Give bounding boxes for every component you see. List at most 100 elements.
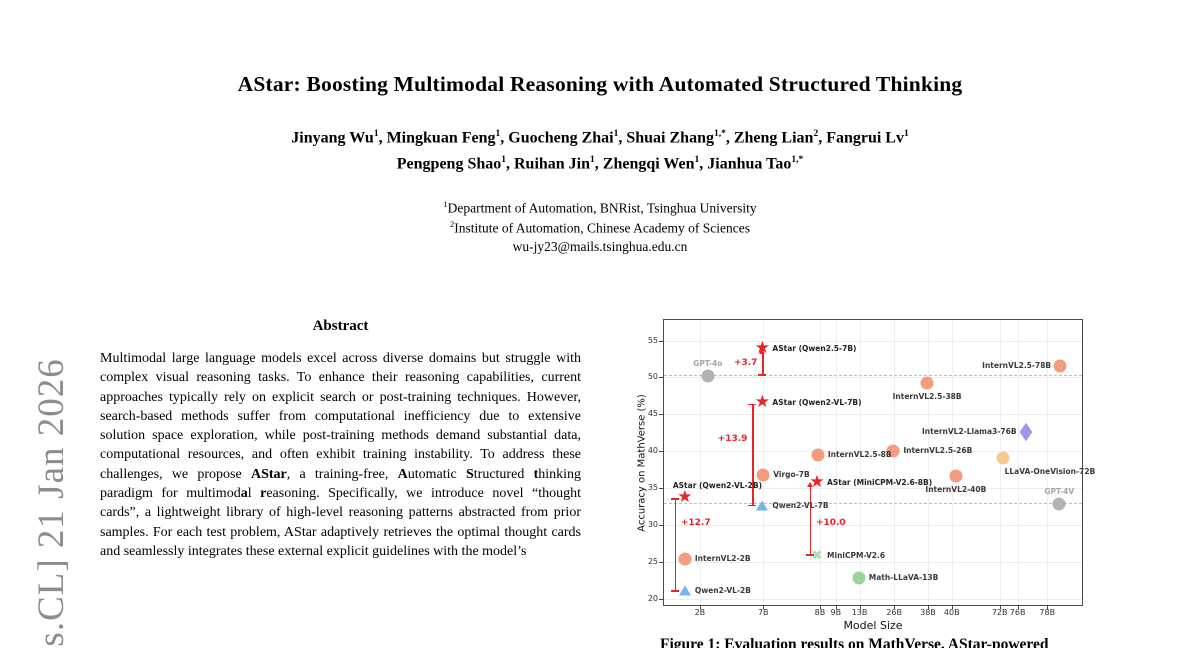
chart-point-internvl2-5-78b (1053, 359, 1067, 373)
x-tick-mark (894, 605, 896, 609)
chart-point-label-internvl2-5-26b: InternVL2.5-26B (903, 446, 973, 456)
gridline-v (835, 320, 837, 605)
gridline-v (763, 320, 765, 605)
y-tick-label: 55 (647, 335, 658, 345)
y-tick-mark (659, 451, 663, 453)
abstract-heading: Abstract (312, 318, 369, 334)
affiliation-2: 2Institute of Automation, Chinese Academ… (449, 219, 751, 236)
chart-point-label-internvl2-5-78b: InternVL2.5-78B (982, 361, 1052, 371)
paper-title: AStar: Boosting Multimodal Reasoning wit… (237, 72, 963, 96)
y-tick-mark (659, 598, 663, 600)
x-tick-mark (699, 605, 701, 609)
gridline-v (819, 320, 821, 605)
reference-line-gpt-4o (664, 374, 1082, 376)
chart-point-internvl2-5-26b (886, 444, 900, 458)
chart-point-internvl2-40b (949, 469, 963, 483)
chart-point-astar-qwen2-vl-7b-: ★ (754, 391, 771, 412)
gridline-h (664, 340, 1082, 342)
chart-point-label-astar-qwen2-5-7b-: AStar (Qwen2.5-7B) (772, 343, 857, 353)
chart-point-label-internvl2-40b: InternVL2-40B (925, 485, 987, 495)
gridline-h (664, 598, 1082, 600)
x-tick-label: 26B (886, 608, 903, 617)
y-tick-mark (659, 414, 663, 416)
chart-point-gpt-4o (701, 369, 715, 383)
chart-point-label-internvl2-5-38b: InternVL2.5-38B (892, 392, 962, 402)
abstract-column: Abstract Multimodal large language model… (100, 318, 581, 561)
gridline-v (1047, 320, 1049, 605)
chart-point-label-astar-minicpm-v2-6-8b-: AStar (MiniCPM-V2.6-8B) (827, 477, 933, 487)
chart-point-internvl2-5-8b (811, 448, 825, 462)
mathverse-scatter-chart: Model Size Accuracy on MathVerse (%) 20 2… (637, 319, 1095, 632)
chart-point-internvl2-5-38b (920, 376, 934, 390)
x-tick-label: 72B (991, 608, 1008, 617)
x-tick-mark (835, 605, 837, 609)
gridline-h (664, 561, 1082, 563)
y-tick-label: 25 (647, 556, 658, 566)
chart-point-virgo-7b (756, 468, 770, 482)
x-tick-label: 38B (920, 608, 936, 617)
chart-point-minicpm-v2-6: ✖ (811, 548, 823, 564)
chart-point-internvl2-llama3-76b (1019, 422, 1032, 442)
contact-email: wu-jy23@mails.tsinghua.edu.cn (512, 239, 688, 254)
chart-point-label-qwen2-vl-7b: Qwen2-VL-7B (772, 500, 829, 510)
improvement-label: +10.0 (815, 517, 846, 528)
chart-point-label-virgo-7b: Virgo-7B (773, 470, 810, 480)
affiliation-1: 1Department of Automation, BNRist, Tsing… (443, 199, 757, 216)
x-tick-mark (999, 605, 1001, 609)
y-tick-label: 40 (647, 446, 658, 456)
y-tick-label: 35 (647, 482, 658, 492)
y-tick-label: 30 (647, 519, 658, 529)
improvement-bar (674, 498, 677, 592)
gridline-v (927, 320, 929, 605)
reference-line-gpt-4v (664, 503, 1082, 505)
x-tick-label: 78B (1039, 608, 1056, 617)
x-tick-label: 9B (830, 608, 842, 617)
y-tick-mark (659, 524, 663, 526)
gridline-h (664, 451, 1082, 453)
improvement-bar-cap (805, 554, 814, 556)
chart-point-label-astar-qwen2-vl-2b-: AStar (Qwen2-VL-2B) (672, 480, 763, 490)
gridline-v (1017, 320, 1019, 605)
x-tick-label: 76B (1009, 608, 1026, 617)
improvement-bar-cap (748, 504, 757, 507)
x-axis-label: Model Size (843, 619, 903, 632)
x-tick-label: 40B (943, 608, 960, 617)
chart-point-label-astar-qwen2-vl-7b-: AStar (Qwen2-VL-7B) (772, 398, 862, 408)
author-line-2: Pengpeng Shao1, Ruihan Jin1, Zhengqi Wen… (396, 155, 804, 173)
y-tick-mark (659, 487, 663, 489)
gridline-v (894, 320, 896, 605)
gridline-v (951, 320, 953, 605)
chart-point-label-math-llava-13b: Math-LLaVA-13B (868, 572, 939, 582)
x-tick-mark (951, 605, 953, 609)
improvement-bar-cap (758, 374, 767, 376)
gridline-h (664, 377, 1082, 379)
x-tick-label: 7B (757, 608, 769, 617)
chart-point-gpt-4v (1052, 497, 1066, 511)
x-tick-mark (1017, 605, 1019, 609)
x-tick-mark (927, 605, 929, 609)
improvement-bar-arrow (759, 349, 766, 355)
author-line-1: Jinyang Wu1, Mingkuan Feng1, Guocheng Zh… (291, 129, 909, 147)
y-tick-mark (659, 377, 663, 379)
chart-point-math-llava-13b (852, 571, 866, 585)
y-tick-label: 45 (647, 409, 658, 419)
chart-point-label-llava-onevision-72b: LLaVA-OneVision-72B (1004, 466, 1096, 476)
gridline-v (699, 320, 701, 605)
gridline-h (664, 524, 1082, 526)
gridline-h (664, 414, 1082, 416)
chart-point-label-gpt-4o: GPT-4o (693, 358, 723, 368)
figure-caption: Figure 1: Evaluation results on MathVers… (660, 636, 1049, 648)
y-tick-label: 50 (647, 372, 658, 382)
gridline-v (859, 320, 861, 605)
y-tick-label: 20 (647, 593, 658, 603)
x-tick-mark (859, 605, 861, 609)
improvement-bar (809, 486, 812, 555)
chart-point-label-gpt-4v: GPT-4V (1044, 487, 1075, 497)
improvement-label: +12.7 (680, 517, 711, 528)
improvement-bar (762, 353, 764, 376)
abstract-text: Multimodal large language models excel a… (100, 351, 582, 559)
improvement-label: +13.9 (717, 433, 748, 444)
x-tick-mark (1047, 605, 1049, 609)
chart-point-label-internvl2-2b: InternVL2-2B (694, 554, 751, 564)
chart-point-llava-onevision-72b (996, 451, 1010, 465)
